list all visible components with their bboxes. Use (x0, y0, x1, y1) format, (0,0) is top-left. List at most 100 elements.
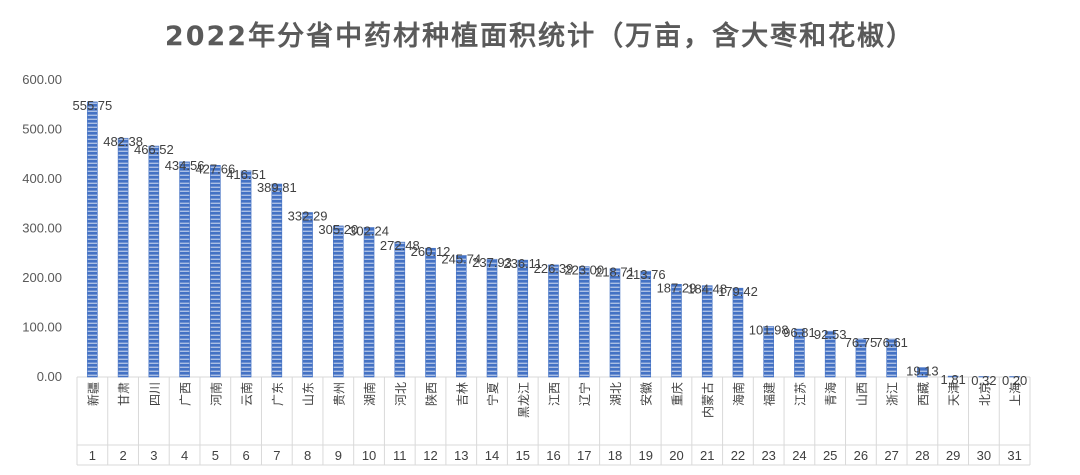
rank-label: 17 (577, 448, 591, 463)
y-tick-label: 0.00 (37, 369, 62, 384)
rank-label: 13 (454, 448, 468, 463)
y-tick-label: 200.00 (22, 270, 62, 285)
category-label: 陕西 (424, 382, 439, 406)
rank-label: 1 (89, 448, 96, 463)
chart-title: 2022年分省中药材种植面积统计（万亩，含大枣和花椒） (164, 21, 916, 52)
rank-label: 18 (608, 448, 622, 463)
bar-新疆 (87, 101, 98, 378)
bar-天津 (947, 375, 959, 378)
rank-label: 10 (362, 448, 376, 463)
rank-label: 29 (946, 448, 960, 463)
data-label: 236.11 (503, 256, 542, 271)
bar-广东 (271, 183, 283, 378)
category-label: 四川 (148, 382, 162, 406)
bar-河南 (210, 165, 221, 378)
bar-辽宁 (578, 266, 590, 378)
data-label: 272.48 (380, 238, 420, 253)
bar-山西 (855, 338, 867, 378)
data-label: 555.75 (72, 98, 112, 113)
category-label: 内蒙古 (700, 382, 715, 418)
bar-浙江 (886, 338, 897, 378)
data-label: 302.24 (349, 223, 389, 238)
rank-label: 25 (823, 448, 837, 463)
data-label: 76.75 (845, 335, 878, 350)
category-label: 甘肃 (117, 382, 131, 406)
data-label: 434.56 (165, 158, 205, 173)
category-label: 北京 (978, 382, 992, 406)
category-label: 海南 (731, 382, 746, 406)
rank-label: 16 (546, 448, 560, 463)
data-label: 19.13 (906, 364, 939, 379)
bar-黑龙江 (517, 259, 529, 378)
rank-label: 30 (977, 448, 991, 463)
bar-江苏 (794, 328, 805, 378)
category-label: 辽宁 (577, 382, 592, 406)
category-label: 贵州 (332, 382, 346, 406)
bar-陕西 (425, 247, 436, 378)
rank-label: 28 (915, 448, 929, 463)
category-label: 湖北 (608, 382, 623, 406)
bar-内蒙古 (701, 285, 713, 378)
rank-label: 5 (212, 448, 219, 463)
y-tick-label: 300.00 (22, 221, 62, 236)
rank-label: 15 (516, 448, 530, 463)
data-label: 332.29 (288, 209, 328, 224)
data-label: 96.81 (783, 325, 816, 340)
data-label: 218.71 (595, 265, 635, 280)
bar-重庆 (671, 283, 682, 378)
data-label: 0.32 (971, 373, 996, 388)
rank-label: 9 (335, 448, 342, 463)
category-label: 宁夏 (485, 382, 500, 406)
rank-label: 11 (393, 448, 407, 463)
data-label: 187.29 (657, 280, 697, 295)
bar-甘肃 (117, 137, 129, 378)
data-label: 179.42 (718, 284, 758, 299)
y-tick-label: 500.00 (22, 122, 62, 137)
rank-label: 27 (884, 448, 898, 463)
bar-河北 (394, 241, 406, 378)
bar-北京 (978, 376, 990, 378)
bar-海南 (732, 287, 744, 378)
category-label: 青海 (823, 382, 838, 406)
category-label: 湖南 (362, 382, 377, 406)
bar-西藏 (917, 367, 928, 378)
rank-label: 22 (731, 448, 745, 463)
rank-label: 31 (1007, 448, 1021, 463)
rank-label: 19 (638, 448, 652, 463)
category-label: 广东 (271, 382, 285, 406)
category-label: 福建 (762, 382, 777, 406)
bar-贵州 (333, 225, 344, 378)
data-label: 226.39 (534, 261, 574, 276)
category-label: 河南 (208, 382, 223, 406)
data-label: 466.52 (134, 142, 174, 157)
bar-广西 (179, 161, 190, 378)
rank-label: 23 (761, 448, 775, 463)
rank-label: 20 (669, 448, 683, 463)
category-label: 上海 (1008, 382, 1023, 406)
category-label: 云南 (239, 382, 254, 406)
category-label: 安徽 (639, 382, 654, 406)
category-label: 西藏 (916, 382, 930, 406)
rank-label: 3 (150, 448, 157, 463)
data-label: 416.51 (226, 167, 266, 182)
y-tick-label: 100.00 (22, 320, 62, 335)
data-label: 223.00 (564, 263, 604, 278)
data-label: 184.48 (687, 282, 727, 297)
rank-label: 26 (854, 448, 868, 463)
data-label: 237.93 (472, 255, 512, 270)
bar-湖南 (363, 227, 375, 378)
bar-安徽 (640, 270, 652, 378)
data-label: 260.12 (411, 244, 451, 259)
data-label: 1.81 (940, 372, 965, 387)
data-label: 76.61 (875, 335, 908, 350)
rank-label: 21 (700, 448, 714, 463)
data-label: 482.38 (103, 134, 143, 149)
category-label: 浙江 (886, 382, 900, 406)
rank-label: 12 (423, 448, 437, 463)
category-label: 山西 (855, 382, 869, 406)
bar-四川 (148, 145, 160, 378)
rank-label: 4 (181, 448, 188, 463)
category-label: 河北 (394, 382, 408, 406)
data-label: 245.74 (441, 251, 481, 266)
